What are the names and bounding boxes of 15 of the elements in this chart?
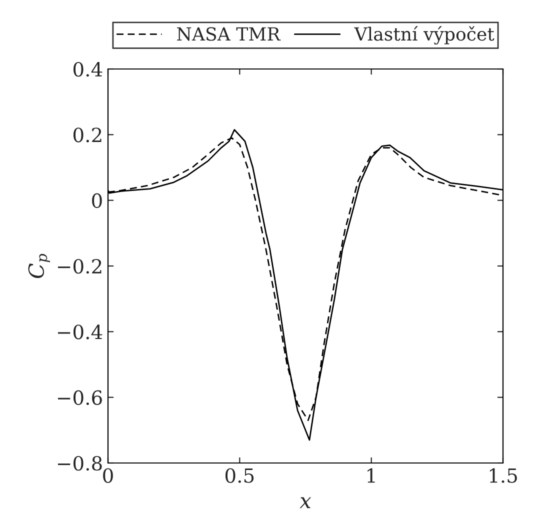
- y-tick-label: −0.6: [58, 390, 102, 405]
- legend-label: Vlastní výpočet: [354, 26, 494, 45]
- y-tick-label: −0.8: [58, 456, 102, 471]
- y-tick-label: −0.2: [58, 258, 102, 274]
- y-tick-label: 0: [92, 193, 102, 208]
- y-axis-title: C$_{p}$: [28, 254, 50, 278]
- y-tick-label: 0.2: [74, 128, 102, 142]
- x-tick-label: 0: [103, 468, 113, 483]
- legend-label: NASA TMR: [177, 27, 281, 41]
- x-axis-title: x: [300, 497, 312, 508]
- y-tick-label: −0.4: [58, 324, 102, 340]
- y-tick-label: 0.4: [74, 62, 102, 77]
- x-tick-label: 1.5: [490, 468, 517, 483]
- x-tick-label: 0.5: [225, 468, 254, 483]
- x-tick-label: 1: [368, 468, 375, 483]
